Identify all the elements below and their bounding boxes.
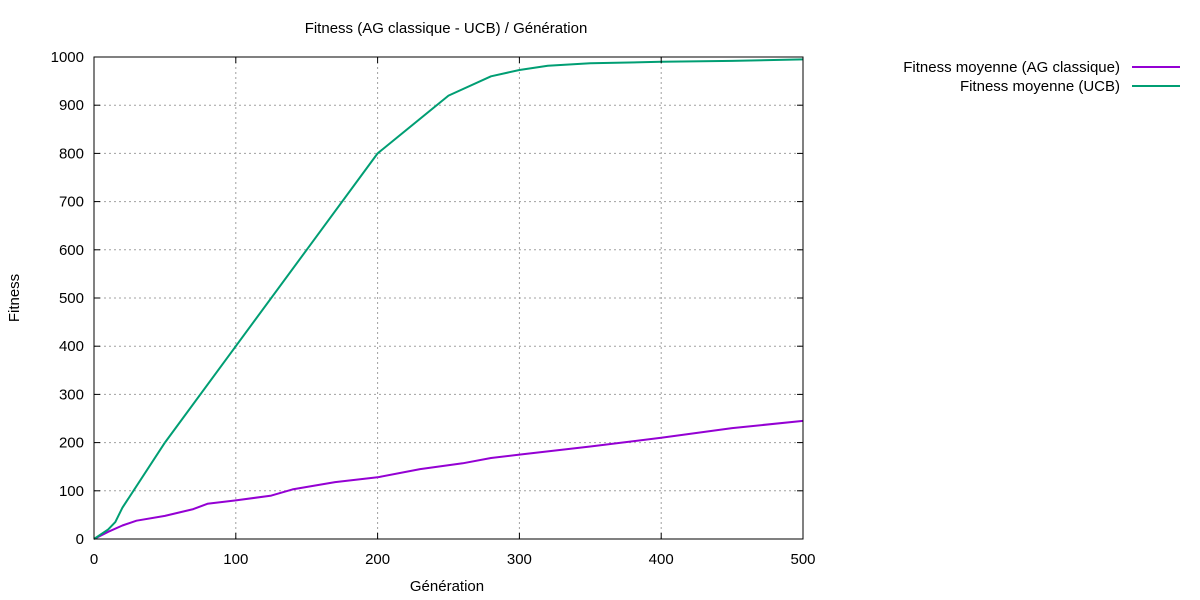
- grid-lines: [94, 57, 803, 539]
- x-tick-label: 0: [90, 551, 98, 568]
- x-tick-label: 100: [223, 551, 248, 568]
- y-tick-label: 1000: [51, 49, 84, 66]
- y-tick-label: 0: [76, 531, 84, 548]
- legend-label: Fitness moyenne (UCB): [960, 78, 1120, 95]
- x-tick-label: 400: [649, 551, 674, 568]
- x-tick-label: 300: [507, 551, 532, 568]
- y-tick-label: 200: [59, 435, 84, 452]
- x-tick-label: 200: [365, 551, 390, 568]
- axis-ticks: 0 100 200 300 400 500 600 700 800 900 1000 0 100 200 3…: [51, 49, 816, 568]
- y-tick-label: 500: [59, 290, 84, 307]
- y-axis-label: Fitness: [6, 274, 23, 322]
- y-tick-label: 300: [59, 386, 84, 403]
- y-tick-label: 800: [59, 145, 84, 162]
- x-tick-label: 500: [790, 551, 815, 568]
- y-tick-label: 400: [59, 338, 84, 355]
- y-tick-label: 900: [59, 97, 84, 114]
- legend-label: Fitness moyenne (AG classique): [903, 59, 1120, 76]
- series-line-2: [93, 58, 804, 540]
- series-line-1: [93, 419, 804, 540]
- series-lines: [93, 58, 804, 540]
- legend: Fitness moyenne (AG classique) Fitness mo…: [903, 59, 1180, 95]
- y-tick-label: 700: [59, 194, 84, 211]
- y-tick-label: 100: [59, 483, 84, 500]
- x-axis-label: Génération: [410, 578, 484, 595]
- chart-title: Fitness (AG classique - UCB) / Génératio…: [305, 20, 588, 37]
- y-tick-label: 600: [59, 242, 84, 259]
